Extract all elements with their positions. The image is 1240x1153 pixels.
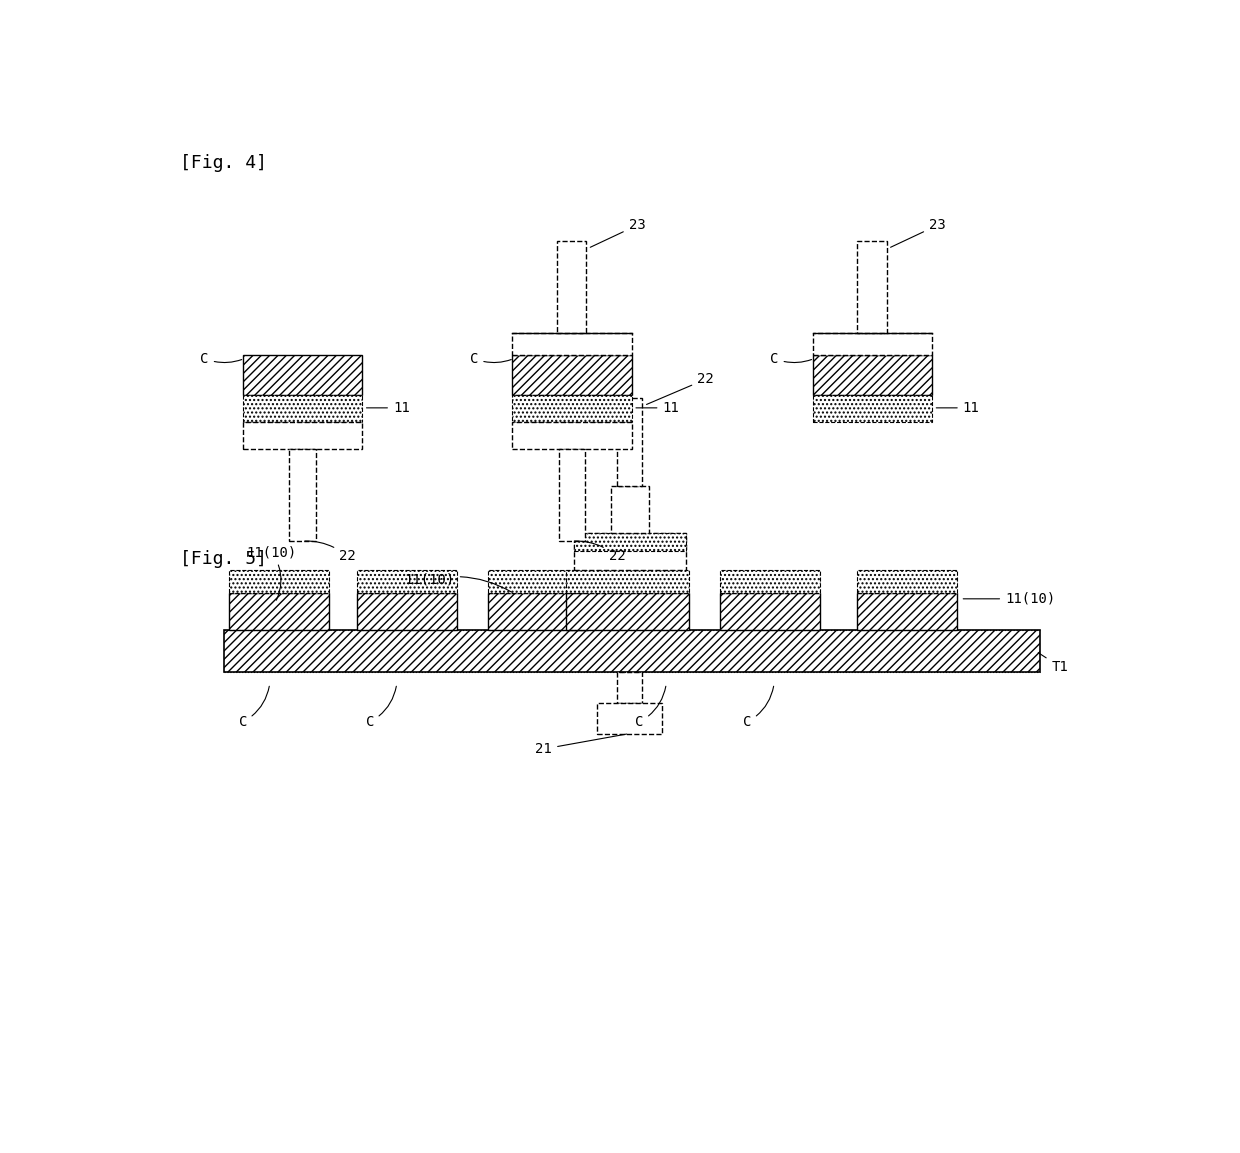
Text: 22: 22 <box>646 372 714 405</box>
Text: 11: 11 <box>936 401 980 415</box>
Text: C: C <box>470 352 511 366</box>
Bar <box>567 593 689 630</box>
Text: T1: T1 <box>1038 653 1068 673</box>
Bar <box>596 703 662 733</box>
Bar <box>512 394 631 422</box>
Bar <box>574 533 686 551</box>
Bar <box>357 570 456 593</box>
Bar <box>223 630 1040 672</box>
Text: 11: 11 <box>636 401 680 415</box>
Bar <box>720 593 821 630</box>
Bar <box>812 333 932 355</box>
Bar <box>812 394 932 422</box>
Bar <box>243 394 362 422</box>
Text: 23: 23 <box>590 218 645 247</box>
Bar <box>487 570 588 593</box>
Bar <box>512 422 631 449</box>
Bar <box>618 672 642 703</box>
Text: 11(10): 11(10) <box>963 591 1055 605</box>
Bar <box>243 355 362 394</box>
Text: C: C <box>238 686 269 729</box>
Text: C: C <box>743 686 774 729</box>
Bar <box>574 533 686 570</box>
Bar <box>512 333 631 355</box>
Bar <box>857 593 957 630</box>
Text: C: C <box>635 686 666 729</box>
Text: [Fig. 5]: [Fig. 5] <box>180 550 267 568</box>
Bar <box>812 355 932 394</box>
Bar <box>289 449 316 541</box>
Text: 22: 22 <box>305 541 356 564</box>
Bar <box>857 241 887 333</box>
Bar <box>611 487 650 533</box>
Text: C: C <box>201 352 242 366</box>
Text: 11(10): 11(10) <box>404 573 511 591</box>
Bar <box>567 570 689 593</box>
Text: [Fig. 4]: [Fig. 4] <box>180 153 267 172</box>
Bar <box>487 593 588 630</box>
Text: C: C <box>366 686 397 729</box>
Text: C: C <box>770 352 811 366</box>
Text: 21: 21 <box>536 734 626 756</box>
Bar <box>857 570 957 593</box>
Bar <box>557 241 587 333</box>
Bar <box>357 593 456 630</box>
Bar <box>618 398 642 487</box>
Text: 23: 23 <box>890 218 946 247</box>
Bar <box>720 570 821 593</box>
Text: 11(10): 11(10) <box>247 545 296 601</box>
Bar <box>229 593 329 630</box>
Text: 11: 11 <box>367 401 409 415</box>
Bar <box>512 355 631 394</box>
Text: 22: 22 <box>574 541 625 564</box>
Bar <box>558 449 585 541</box>
Bar <box>243 422 362 449</box>
Bar <box>229 570 329 593</box>
